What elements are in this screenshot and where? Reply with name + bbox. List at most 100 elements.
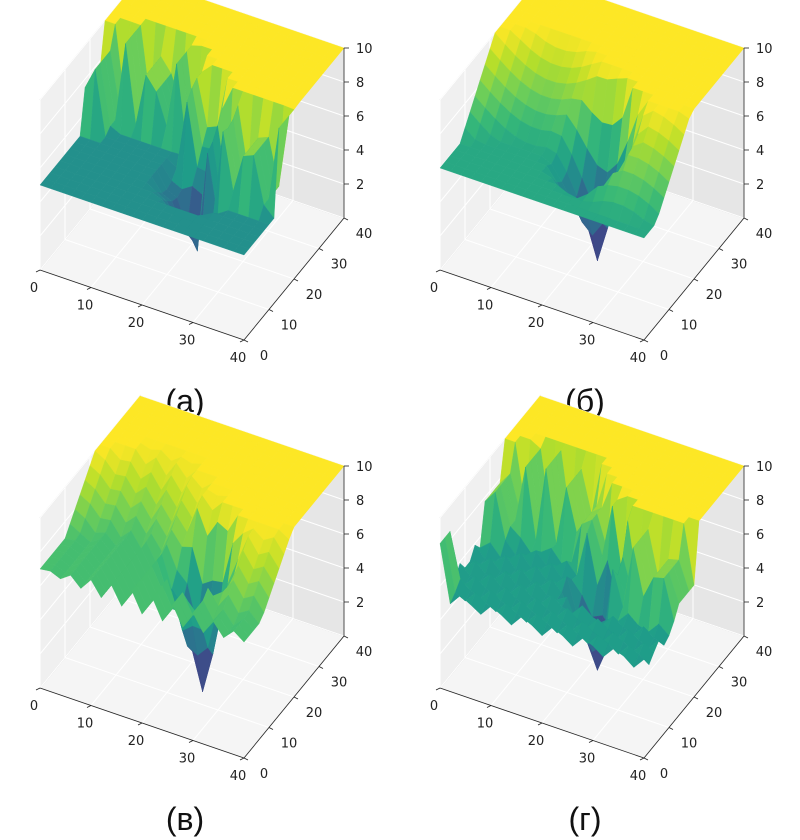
z-tick-label: 10	[356, 460, 373, 475]
x-tick-label: 40	[630, 769, 647, 784]
y-tick	[243, 339, 249, 343]
y-tick	[693, 696, 699, 700]
y-tick-label: 10	[281, 319, 298, 334]
y-tick	[268, 309, 274, 312]
x-tick-label: 10	[77, 299, 94, 314]
grid-line	[489, 208, 695, 280]
z-tick-label: 2	[356, 178, 364, 193]
panel-caption: (г)	[569, 801, 602, 837]
y-tick-label: 20	[706, 706, 723, 721]
x-tick-label: 40	[230, 351, 247, 366]
y-tick-label: 10	[281, 737, 298, 752]
surface	[439, 0, 745, 261]
x-tick-label: 40	[630, 351, 647, 366]
x-tick	[239, 339, 245, 343]
z-tick-label: 8	[756, 76, 764, 91]
x-tick	[137, 304, 143, 308]
x-tick	[35, 269, 41, 273]
x-tick	[537, 722, 543, 726]
x-tick-label: 0	[430, 281, 438, 296]
x-tick	[435, 687, 441, 691]
y-tick-label: 0	[660, 767, 668, 782]
y-tick	[668, 727, 674, 730]
x-tick	[86, 705, 92, 708]
grid-line	[89, 626, 295, 698]
y-tick	[718, 248, 724, 251]
x-tick	[188, 740, 194, 743]
surface-facet	[633, 228, 650, 239]
x-tick	[588, 322, 594, 325]
y-tick	[668, 309, 674, 312]
z-tick-label: 8	[756, 494, 764, 509]
z-tick-label: 4	[356, 144, 364, 159]
z-tick-label: 8	[356, 76, 364, 91]
x-tick	[435, 269, 441, 273]
y-tick-label: 30	[331, 258, 348, 273]
surface	[39, 395, 345, 692]
x-tick-label: 30	[179, 334, 196, 349]
y-tick	[293, 696, 299, 700]
x-tick	[639, 757, 645, 761]
y-tick	[318, 666, 324, 669]
x-tick	[537, 304, 543, 308]
z-tick-label: 6	[356, 110, 364, 125]
x-tick-label: 40	[230, 769, 247, 784]
z-tick-label: 10	[756, 42, 773, 57]
x-tick	[588, 740, 594, 743]
y-tick-label: 0	[660, 349, 668, 364]
z-tick-label: 6	[756, 110, 764, 125]
x-tick-label: 10	[477, 717, 494, 732]
surface-facet	[633, 653, 650, 669]
x-tick	[188, 322, 194, 325]
y-tick-label: 40	[756, 227, 773, 242]
x-tick	[639, 339, 645, 343]
panel-g: 0 10 20 30 40 0 10 20 30 40 2 4 6 8 10 (г)	[430, 394, 773, 837]
x-tick-label: 30	[579, 334, 596, 349]
surface-facet	[233, 624, 250, 643]
x-tick-label: 10	[477, 299, 494, 314]
panel-caption: (в)	[166, 801, 204, 837]
panel-v: 0 10 20 30 40 0 10 20 30 40 2 4 6 8 10 (в)	[30, 394, 373, 837]
z-tick-label: 2	[356, 596, 364, 611]
y-tick	[268, 727, 274, 730]
x-tick	[486, 705, 492, 708]
x-tick-label: 30	[179, 752, 196, 767]
y-tick-label: 20	[706, 288, 723, 303]
z-tick-label: 10	[356, 42, 373, 57]
x-tick	[486, 287, 492, 290]
y-tick-label: 30	[731, 676, 748, 691]
z-tick-label: 8	[356, 494, 364, 509]
x-tick-label: 0	[30, 281, 38, 296]
x-tick-label: 10	[77, 717, 94, 732]
x-tick-label: 20	[528, 316, 545, 331]
x-tick-label: 20	[128, 734, 145, 749]
z-tick-label: 2	[756, 178, 764, 193]
y-tick	[643, 339, 649, 343]
x-tick	[86, 287, 92, 290]
y-tick-label: 0	[260, 349, 268, 364]
y-tick-label: 40	[356, 645, 373, 660]
y-tick-label: 20	[306, 288, 323, 303]
y-tick	[643, 757, 649, 761]
z-tick-label: 4	[756, 562, 764, 577]
y-tick	[243, 757, 249, 761]
y-tick-label: 40	[356, 227, 373, 242]
y-tick	[743, 635, 749, 639]
x-tick	[239, 757, 245, 761]
x-tick-label: 20	[528, 734, 545, 749]
surface	[39, 0, 345, 256]
z-tick-label: 2	[756, 596, 764, 611]
y-tick	[343, 635, 349, 639]
z-tick-label: 4	[756, 144, 764, 159]
y-tick-label: 30	[731, 258, 748, 273]
z-tick-label: 6	[356, 528, 364, 543]
y-tick	[743, 217, 749, 221]
x-tick-label: 30	[579, 752, 596, 767]
x-tick-label: 0	[430, 699, 438, 714]
y-tick	[318, 248, 324, 251]
y-tick	[718, 666, 724, 669]
y-tick-label: 10	[681, 319, 698, 334]
